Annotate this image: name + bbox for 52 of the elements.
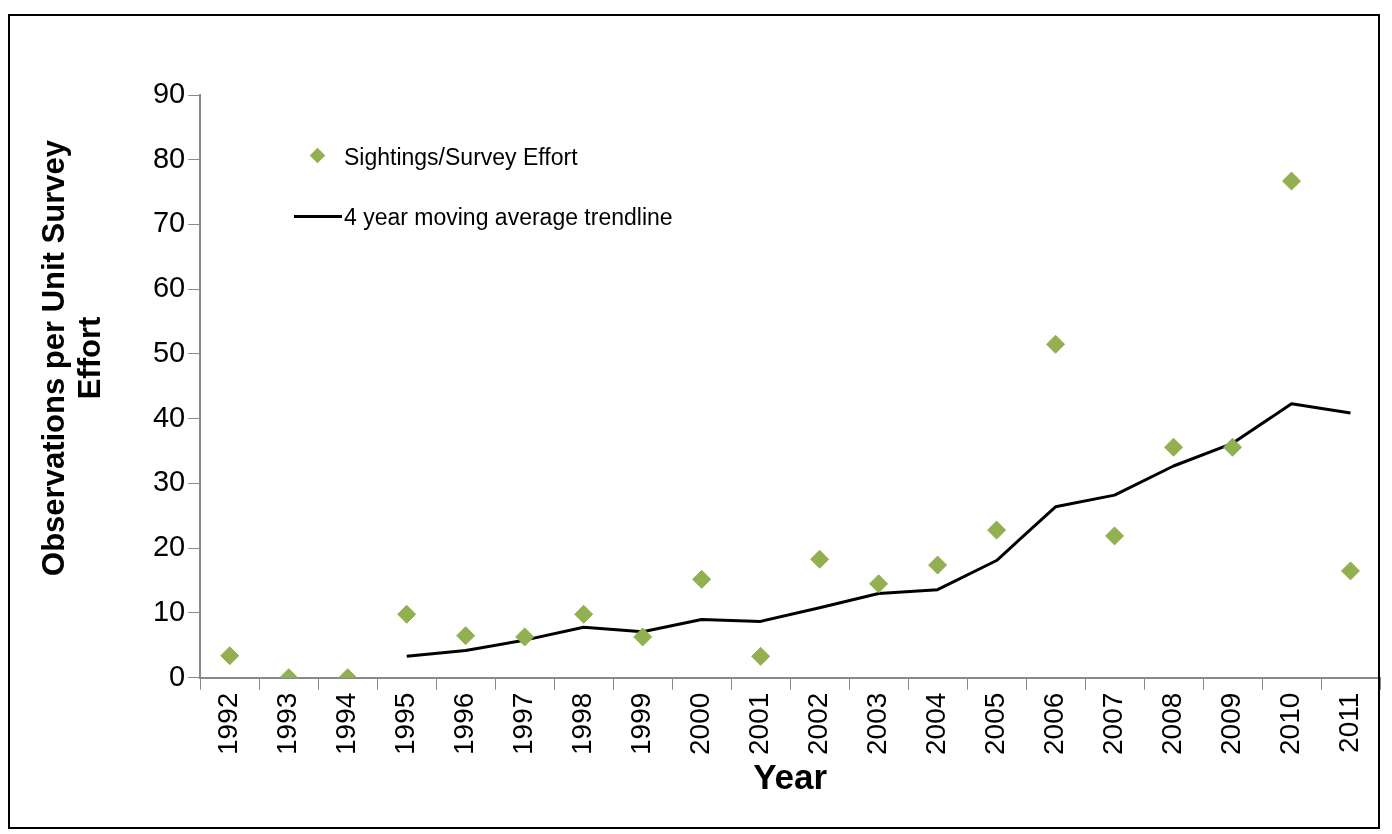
x-tick-label: 1993 <box>271 692 303 756</box>
x-tick-label: 2003 <box>861 692 893 756</box>
y-tick-label: 0 <box>169 659 186 692</box>
x-tick-label: 2007 <box>1097 692 1129 756</box>
y-tick-label: 10 <box>152 594 186 627</box>
y-tick-label: 20 <box>152 530 186 563</box>
x-tick-label: 2006 <box>1038 692 1070 756</box>
y-tick-label: 50 <box>152 335 186 368</box>
y-tick-label: 70 <box>152 206 186 239</box>
x-tick-label: 1999 <box>625 692 657 756</box>
point <box>1164 437 1184 457</box>
point <box>751 646 771 666</box>
point <box>987 520 1007 540</box>
y-tick-label: 40 <box>152 400 186 433</box>
y-tick-label: 60 <box>152 271 186 304</box>
x-tick-label: 2005 <box>979 692 1011 756</box>
x-tick-label: 1996 <box>448 692 480 756</box>
legend-label: 4 year moving average trendline <box>344 203 674 232</box>
point <box>692 569 712 589</box>
x-tick-label: 1994 <box>330 692 362 756</box>
x-tick-label: 1995 <box>389 692 421 756</box>
point <box>1341 561 1361 581</box>
point <box>633 627 653 647</box>
point <box>928 555 948 575</box>
y-tick-label: 30 <box>152 465 186 498</box>
x-tick-label: 1992 <box>212 692 244 756</box>
point <box>1105 526 1125 546</box>
point <box>456 626 476 646</box>
x-tick-label: 2002 <box>802 692 834 756</box>
y-tick-label: 90 <box>152 77 186 109</box>
point <box>220 646 240 666</box>
x-tick-label: 2008 <box>1156 692 1188 756</box>
x-tick-label: 2009 <box>1215 692 1247 756</box>
x-tick-label: 2010 <box>1274 692 1306 756</box>
point <box>810 549 830 569</box>
point <box>1282 171 1302 191</box>
y-axis-title: Observations per Unit Survey Effort <box>36 139 108 578</box>
point <box>574 604 594 624</box>
x-tick-label: 2001 <box>743 692 775 756</box>
point <box>397 604 417 624</box>
point <box>1046 334 1066 354</box>
x-tick-label: 2011 <box>1333 692 1365 753</box>
x-axis-title: Year <box>753 756 828 796</box>
point <box>869 574 889 594</box>
x-tick-label: 2004 <box>920 692 952 756</box>
point <box>515 627 535 647</box>
y-tick-label: 80 <box>152 141 186 174</box>
x-tick-label: 1997 <box>507 692 539 756</box>
point <box>1223 437 1243 457</box>
legend-label: Sightings/Survey Effort <box>344 143 579 172</box>
x-tick-label: 2000 <box>684 692 716 756</box>
x-tick-label: 1998 <box>566 692 598 756</box>
